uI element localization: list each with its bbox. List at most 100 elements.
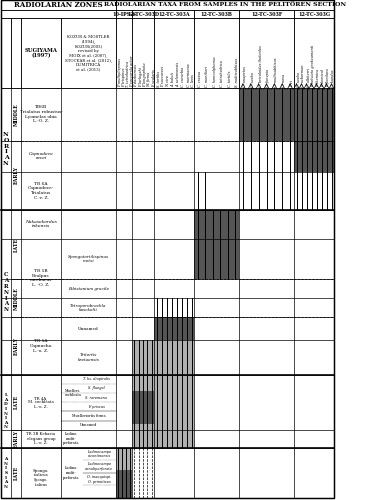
Bar [294,10,334,18]
Text: C
A
R
N
I
A
N: C A R N I A N [3,272,8,312]
Text: Ladinocampe
annuliperforata: Ladinocampe annuliperforata [85,462,113,471]
Bar [1,0,116,10]
Text: Ladinocampe
vicentinensis: Ladinocampe vicentinensis [87,450,111,458]
Text: C. azberman: C. azberman [301,64,306,87]
Bar [1,0,334,498]
Text: Unnamed: Unnamed [80,423,97,427]
Text: P. flonilara: P. flonilara [327,68,330,87]
Text: C. montliori: C. montliori [205,66,209,87]
Text: MIDDLE: MIDDLE [13,103,18,126]
Text: C. bricoloides tholoides: C. bricoloides tholoides [259,46,263,87]
Text: Unnamed: Unnamed [78,327,99,331]
Text: Tetraporobrachla
hasckelti: Tetraporobrachla hasckelti [70,304,107,312]
Text: 10-IPS-6: 10-IPS-6 [112,12,136,16]
Text: Tritortis
kretaensis: Tritortis kretaensis [78,353,99,362]
Text: LATE: LATE [13,395,18,409]
Bar [132,391,154,424]
Bar [116,448,132,498]
Bar [1,0,334,498]
Bar [132,340,154,448]
Text: N
O
R
I
A
N: N O R I A N [3,132,9,166]
Bar [194,18,239,88]
Text: Nakasekordus
inkensis: Nakasekordus inkensis [25,220,57,228]
Text: L
A
D
I
N
I
A
N: L A D I N I A N [4,393,8,430]
Text: F. scalaris: F. scalaris [152,69,156,87]
Bar [154,10,194,18]
Text: P. coccoryla actor: P. coccoryla actor [130,56,134,87]
Bar [154,318,194,340]
Bar [132,18,154,88]
Text: P. succarevi: P. succarevi [162,66,165,87]
Text: Spongo.
italicus: Spongo. italicus [33,468,49,477]
Text: 12-TC-303A: 12-TC-303A [158,12,190,16]
Text: T. tetrahedrica: T. tetrahedrica [126,60,130,87]
Text: SUGIYAMA
(1997): SUGIYAMA (1997) [24,48,58,58]
Bar [1,10,116,18]
Text: C. funvpia: C. funvpia [267,69,270,87]
Text: A. salonvensis: A. salonvensis [176,62,181,87]
Text: P. trispinus: P. trispinus [122,68,126,87]
Text: O. primitives: O. primitives [87,480,110,484]
Text: S. fluegel: S. fluegel [87,386,104,390]
Text: TR 6A
Capnodoce-
Trialatus
C.-r. Z.: TR 6A Capnodoce- Trialatus C.-r. Z. [28,182,54,200]
Text: O. inaequispi.: O. inaequispi. [87,474,111,478]
Text: F. priscus: F. priscus [87,405,104,409]
Text: MIDDLE: MIDDLE [13,287,18,310]
Text: P. lurlegahi: P. lurlegahi [139,67,142,87]
Text: C. tortilis: C. tortilis [228,70,232,87]
Text: P. multiplispinus: P. multiplispinus [118,58,122,87]
Bar [194,210,239,279]
Text: P. dazbernsis: P. dazbernsis [134,64,138,87]
Text: C. mernianus: C. mernianus [186,64,191,87]
Bar [132,10,154,18]
Text: LATE: LATE [13,466,18,480]
Bar [21,18,61,88]
Text: 12-TC-303D: 12-TC-303D [127,12,159,16]
Bar [239,10,294,18]
Text: LATE: LATE [13,238,18,252]
Text: TR 3B Keharia
elegans group
L.-o. Z.: TR 3B Keharia elegans group L.-o. Z. [26,432,55,446]
Bar [239,18,294,88]
Text: TR 4A,
M. cochleata
L.-o. Z.: TR 4A, M. cochleata L.-o. Z. [28,396,54,409]
Text: 12-TC-303F: 12-TC-303F [251,12,282,16]
Text: C. levis: C. levis [191,74,196,87]
Text: Spongotortilispinus
motxi: Spongotortilispinus motxi [68,254,109,263]
Text: M. firma: M. firma [147,72,151,87]
Text: TR 5B
Poulpus
carcharus
L. -O. Z.: TR 5B Poulpus carcharus L. -O. Z. [30,269,52,287]
Text: P. themica: P. themica [317,68,320,87]
Text: C. sazba: C. sazba [251,72,255,87]
Text: Muelleriortis firma: Muelleriortis firma [72,414,105,418]
Text: C. albherri: C. albherri [306,68,311,87]
Bar [154,18,194,88]
Bar [1,18,11,88]
Text: C. kundas: C. kundas [332,70,335,87]
Bar [294,88,334,172]
Text: C. anapetes: C. anapetes [243,66,247,87]
Bar [116,10,132,18]
Text: C. crassa: C. crassa [198,71,202,87]
Text: A
N
I
S
I
A
N: A N I S I A N [4,457,8,488]
Text: Muelleri.
cochleata: Muelleri. cochleata [65,388,81,398]
Text: A. baluti: A. baluti [172,72,175,87]
Text: RADIOLARIAN TAXA FROM SAMPLES IN THE PELITÖREN SECTION: RADIOLARIAN TAXA FROM SAMPLES IN THE PEL… [104,2,346,7]
Text: P. zi: P. zi [290,80,294,87]
Text: Elbistanium gracile: Elbistanium gracile [68,286,109,290]
Bar [194,10,239,18]
Text: S. raremana: S. raremana [85,396,107,400]
Text: 12-TC-303G: 12-TC-303G [298,12,330,16]
Text: C. nova: C. nova [282,74,286,87]
Text: EARLY: EARLY [13,166,18,184]
Text: Ladino.
multi-
perforata: Ladino. multi- perforata [63,466,79,479]
Text: C. sazba: C. sazba [296,72,301,87]
Text: EARLY: EARLY [13,430,18,448]
Text: TR 5A
Capnucho.
L.-o. Z.: TR 5A Capnucho. L.-o. Z. [29,340,53,352]
Text: Spongo.
italicus: Spongo. italicus [34,478,48,486]
Text: Capnodece
racei: Capnodece racei [29,152,53,160]
Text: P. longisphota: P. longisphota [143,62,147,87]
Text: C. cucurbia: C. cucurbia [181,66,186,87]
Text: N. cire: N. cire [167,75,170,87]
Text: T. ks. diapiralis: T. ks. diapiralis [83,378,109,382]
Text: C. homoalphonsa: C. homoalphonsa [213,56,217,87]
Bar [239,88,294,141]
Text: C. multisubhixas: C. multisubhixas [274,58,278,87]
